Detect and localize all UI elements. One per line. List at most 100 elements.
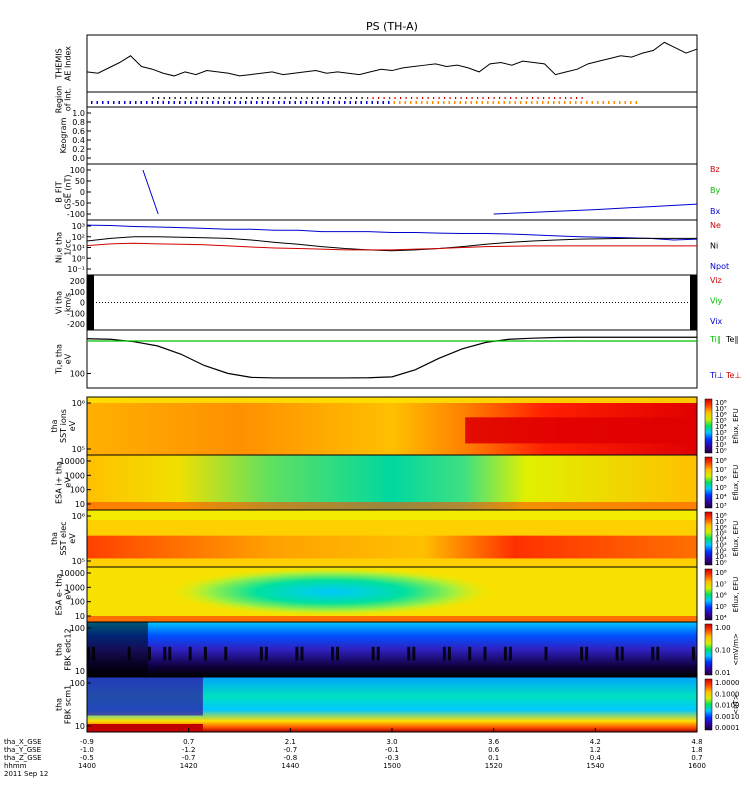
- roi-tick: [157, 101, 159, 104]
- roi-tick: [191, 97, 193, 99]
- roi-tick: [426, 101, 428, 104]
- roi-tick: [283, 101, 285, 104]
- ylabel-line: eV: [64, 589, 73, 600]
- roi-tick: [570, 97, 572, 99]
- legend-label: Viz: [710, 276, 722, 285]
- legend-label: Te⊥: [725, 371, 741, 380]
- ylabel-line: 1/cc: [64, 239, 73, 256]
- roi-tick: [272, 101, 274, 104]
- date-label: 2011 Sep 12: [4, 770, 48, 778]
- ylabel-line: tha: [50, 532, 59, 545]
- roi-tick: [229, 97, 231, 99]
- roi-tick: [499, 97, 501, 99]
- roi-tick: [113, 101, 115, 104]
- roi-tick: [163, 97, 165, 99]
- colorbar-label-text: Eflux, EFU: [732, 465, 740, 500]
- ylabel-line: Ni,e tha: [55, 232, 64, 263]
- colorbar-tick: 10⁸: [715, 399, 727, 407]
- roi-tick: [466, 97, 468, 99]
- colorbar-tick: 10⁷: [715, 466, 727, 474]
- panel-ylabel-fbk_b: tha FBK scm1: [55, 685, 73, 724]
- colorbar-tick: 10⁶: [715, 592, 727, 600]
- ephemeris-value: -0.7: [283, 746, 297, 754]
- roi-tick: [416, 97, 418, 99]
- roi-tick: [135, 101, 137, 104]
- ylabel-line: GSE (nT): [64, 174, 73, 209]
- ytick-label: -50: [72, 199, 85, 208]
- velocity-gap: [87, 275, 94, 330]
- density-ni-line: [86, 236, 697, 252]
- roi-tick: [355, 101, 357, 104]
- ephemeris-value: 1.2: [590, 746, 601, 754]
- ytick-label: 10⁰: [72, 254, 85, 263]
- roi-tick: [345, 97, 347, 99]
- roi-tick: [580, 101, 582, 104]
- ylabel-line: FBK edc12: [64, 628, 73, 670]
- colorbar-label: Eflux, EFU: [732, 408, 740, 443]
- colorbar-esa_ions: [704, 456, 713, 509]
- ylabel-line: Region: [55, 86, 64, 113]
- time-tick-label: 1520: [485, 762, 503, 770]
- panel-frame-roi: [86, 91, 698, 108]
- roi-tick: [201, 101, 203, 104]
- colorbar-label-text: <nT>: [732, 694, 740, 715]
- colorbar-tick: 10⁶: [715, 475, 727, 483]
- ylabel-line: SST ions: [59, 409, 68, 443]
- ephemeris-value: -0.3: [385, 754, 399, 762]
- roi-tick: [339, 97, 341, 99]
- roi-tick: [196, 97, 198, 99]
- legend-label: Npot: [710, 262, 729, 271]
- roi-tick: [411, 97, 413, 99]
- ytick-label: 1000: [65, 471, 85, 480]
- ephemeris-value: -0.9: [80, 738, 94, 746]
- ephemeris-value: 0.4: [590, 754, 602, 762]
- colorbar-label-text: Eflux, EFU: [732, 577, 740, 612]
- roi-tick: [471, 97, 473, 99]
- roi-tick: [289, 101, 291, 104]
- roi-tick: [180, 97, 182, 99]
- ylabel-line: km/s: [64, 293, 73, 312]
- ytick-label: 100: [70, 624, 85, 633]
- colorbar-tick: 10⁶: [715, 524, 727, 532]
- roi-tick: [459, 101, 461, 104]
- roi-tick: [432, 101, 434, 104]
- legend-label: Ni: [710, 242, 718, 251]
- ytick-label: 0: [80, 299, 85, 308]
- colorbar-tick: 10⁸: [715, 569, 727, 577]
- roi-tick: [327, 101, 329, 104]
- roi-tick: [312, 97, 314, 99]
- panel-frame-keogram: [86, 106, 698, 165]
- roi-tick: [378, 97, 380, 99]
- roi-tick: [174, 97, 176, 99]
- colorbar-tick: 10⁴: [715, 614, 727, 622]
- roi-tick: [399, 101, 401, 104]
- roi-tick: [295, 97, 297, 99]
- roi-tick: [437, 101, 439, 104]
- roi-tick: [487, 101, 489, 104]
- roi-tick: [509, 101, 511, 104]
- panel-ylabel-keogram: Keogram: [59, 117, 68, 153]
- roi-tick: [107, 101, 109, 104]
- colorbar-tick: 0.0001: [715, 724, 740, 732]
- colorbar-tick: 10⁴: [715, 423, 727, 431]
- colorbar-sst_elec: [704, 511, 713, 566]
- colorbar-esa_elec: [704, 568, 713, 621]
- roi-tick: [250, 101, 252, 104]
- spectrogram-sst_ions: [87, 397, 697, 455]
- roi-tick: [278, 101, 280, 104]
- time-tick-label: 1500: [383, 762, 401, 770]
- roi-tick: [102, 101, 104, 104]
- colorbar-tick: 0.0010: [715, 713, 740, 721]
- ephemeris-value: -0.1: [385, 746, 399, 754]
- temp-ti-line: [86, 336, 697, 379]
- ytick-label: 10¹: [72, 244, 85, 253]
- roi-tick: [526, 97, 528, 99]
- roi-tick: [438, 97, 440, 99]
- roi-tick: [531, 101, 533, 104]
- ytick-label: 10000: [60, 457, 85, 466]
- roi-tick: [207, 97, 209, 99]
- time-tick-label: 1440: [281, 762, 299, 770]
- ytick-label: 0.6: [72, 127, 85, 136]
- roi-tick: [477, 97, 479, 99]
- ytick-label: 100: [70, 598, 85, 607]
